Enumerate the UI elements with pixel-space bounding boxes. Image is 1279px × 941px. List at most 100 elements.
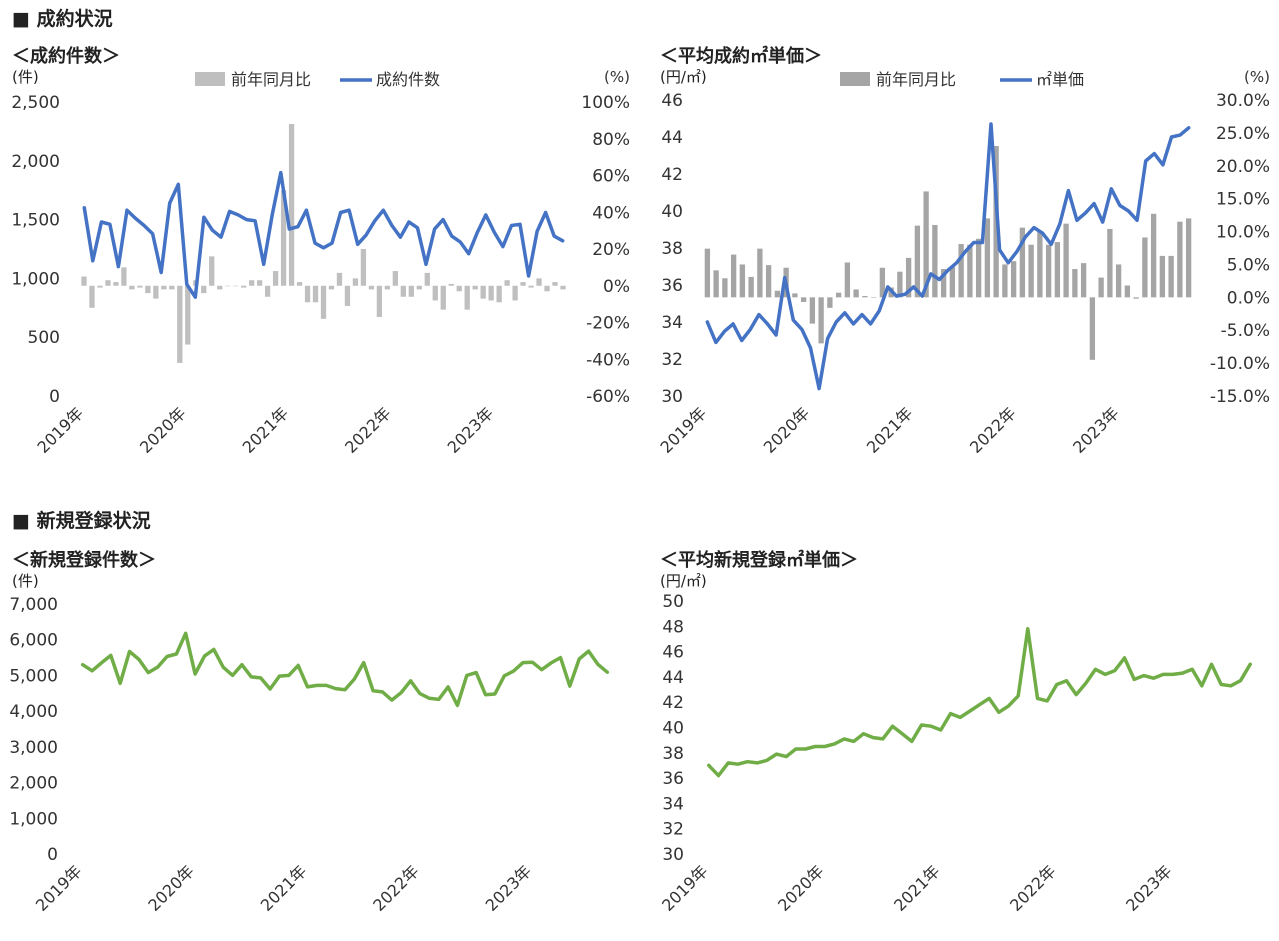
y-tick-label: 34 <box>661 313 683 333</box>
bar <box>704 248 711 298</box>
bar <box>201 285 207 294</box>
bar <box>105 280 111 286</box>
x-tick-label: 2023年 <box>482 861 536 915</box>
series-line <box>80 631 610 708</box>
y-tick-label: 42 <box>661 165 683 185</box>
y2-tick-label: -10.0% <box>1210 354 1270 374</box>
x-tick-label: 2022年 <box>966 403 1020 457</box>
bar <box>739 264 746 298</box>
bar <box>145 285 151 294</box>
bar <box>520 282 526 286</box>
x-tick-label: 2020年 <box>136 403 190 457</box>
y-tick-label: 3,000 <box>9 738 58 758</box>
bar <box>153 285 159 299</box>
bar <box>897 271 903 298</box>
y2-tick-label: 25.0% <box>1216 124 1270 144</box>
chart-registrations: 7,000 6,000 5,000 4,000 3,000 2,000 1,000 02019… <box>9 595 610 915</box>
bar <box>440 285 446 310</box>
x-tick-label: 2022年 <box>1006 861 1060 915</box>
right-unit: (%) <box>604 68 630 86</box>
bar <box>161 285 167 290</box>
chart-title-registrations: ＜新規登録件数＞ <box>12 550 156 571</box>
bar <box>225 285 231 287</box>
bar <box>923 191 929 298</box>
y2-tick-label: 60% <box>592 167 630 187</box>
x-tick-label: 2019年 <box>658 861 712 915</box>
y2-tick-label: -20% <box>586 314 630 334</box>
bar <box>248 280 255 286</box>
x-tick-label: 2020年 <box>144 861 198 915</box>
bar <box>360 249 367 286</box>
bar <box>748 276 754 298</box>
x-tick-label: 2020年 <box>774 861 828 915</box>
chart-title-contract-price: ＜平均成約㎡単価＞ <box>660 46 822 67</box>
y-tick-label: 38 <box>662 744 684 764</box>
x-tick-label: 2021年 <box>239 403 293 457</box>
bar <box>932 224 938 298</box>
bar <box>1185 218 1192 298</box>
y-tick-label: 34 <box>662 794 684 814</box>
y-tick-label: 44 <box>661 128 683 148</box>
x-tick-label: 2022年 <box>341 403 395 457</box>
series-line <box>82 170 565 299</box>
chart-title-registration-price: ＜平均新規登録㎡単価＞ <box>660 550 858 571</box>
bar <box>384 285 391 290</box>
y-tick-label: 48 <box>662 617 684 637</box>
bar <box>480 285 486 299</box>
x-tick-label: 2021年 <box>890 861 944 915</box>
bar <box>320 285 327 319</box>
y-tick-label: 5,000 <box>9 666 58 686</box>
y2-tick-label: 0.0% <box>1227 288 1270 308</box>
bar <box>352 278 359 286</box>
section-title-contracts: ■ 成約状況 <box>12 8 113 30</box>
bar <box>392 271 399 286</box>
y2-tick-label: 10.0% <box>1216 223 1270 243</box>
y2-tick-label: 40% <box>592 203 630 223</box>
y-tick-label: 38 <box>661 239 683 259</box>
series-line <box>707 627 1252 778</box>
bar <box>722 278 728 298</box>
bar <box>504 280 510 286</box>
bar <box>1133 297 1139 299</box>
bar <box>233 285 239 287</box>
bar <box>241 285 247 288</box>
bar <box>1150 213 1157 298</box>
y-tick-label: 46 <box>661 91 683 111</box>
y2-tick-label: 15.0% <box>1216 190 1270 210</box>
bar <box>1107 228 1113 298</box>
bar <box>757 248 763 298</box>
y-tick-label: 4,000 <box>9 702 58 722</box>
bar <box>536 278 542 286</box>
bar <box>89 285 95 308</box>
bar <box>560 285 566 290</box>
bar <box>905 257 912 298</box>
bar <box>827 297 833 308</box>
left-unit-registrations: (件) <box>12 572 39 590</box>
bar <box>975 238 982 298</box>
bar <box>1028 244 1034 298</box>
y-tick-label: 42 <box>662 693 684 713</box>
chart-contract-price: 46 44 42 40 38 36 34 32 30 30.0% 25.0% 20.0% 15.0% 10… <box>657 68 1270 457</box>
bar <box>177 285 183 363</box>
bar <box>129 285 135 290</box>
bar <box>1089 297 1096 360</box>
bar <box>1019 227 1026 298</box>
bar <box>1010 261 1017 298</box>
bar <box>879 267 886 298</box>
y2-tick-label: 30.0% <box>1216 91 1270 111</box>
left-unit-contracts: (件) <box>12 68 39 86</box>
bar <box>844 262 851 298</box>
bar <box>818 297 824 344</box>
y-tick-label: 1,500 <box>11 211 60 231</box>
legend-bar-swatch <box>840 72 870 86</box>
bar <box>1063 223 1069 298</box>
bar <box>432 285 438 301</box>
bar <box>288 124 295 286</box>
x-tick-label: 2022年 <box>369 861 423 915</box>
bar <box>376 285 383 317</box>
bar <box>456 285 462 292</box>
bar <box>416 285 422 290</box>
bar <box>185 285 191 345</box>
y-tick-label: 32 <box>662 820 684 840</box>
